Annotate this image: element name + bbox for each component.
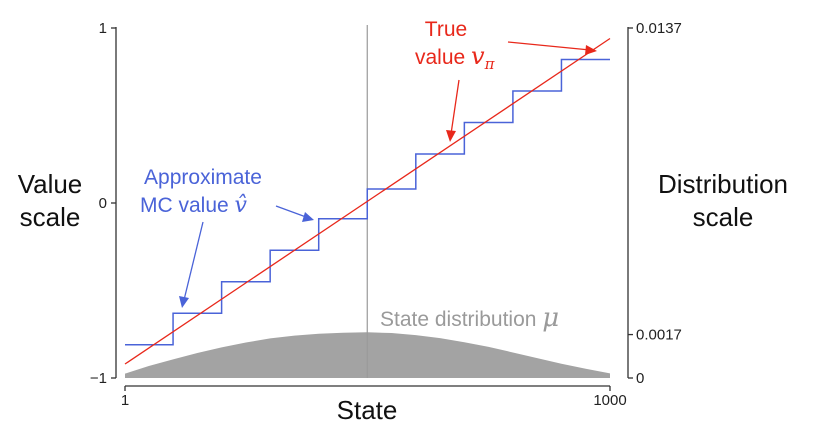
x-ticks: 1 1000	[121, 386, 627, 409]
left-y-ticks: 1 0 −1	[90, 20, 116, 387]
left-axis-title-line1: Value	[18, 169, 83, 199]
true-value-arrowhead-down	[446, 130, 456, 142]
approximate-mc-value-step-line	[125, 58, 610, 346]
left-tick-label: −1	[90, 370, 107, 387]
true-value-arrow-right	[507, 41, 591, 51]
x-axis-title: State	[337, 395, 398, 425]
approx-value-arrow-down	[183, 221, 204, 301]
true-value-line	[124, 37, 611, 365]
x-tick-label: 1000	[593, 392, 626, 409]
true-value-arrowhead-right	[585, 45, 597, 55]
approx-value-arrowhead-down	[179, 296, 189, 308]
left-tick-label: 1	[99, 20, 107, 37]
true-value-label-line2: value vπ	[415, 42, 496, 73]
approx-value-label-line2: MC value v̂	[140, 193, 248, 218]
right-axis-title-line1: Distribution	[658, 169, 788, 199]
true-value-annotation: True value vπ	[415, 18, 597, 142]
approx-value-label-line1: Approximate	[144, 166, 262, 189]
approx-value-arrow-right	[275, 205, 307, 218]
x-tick-label: 1	[121, 392, 129, 409]
approx-value-annotation: Approximate MC value v̂	[140, 166, 314, 308]
approx-value-arrowhead-right	[302, 212, 314, 222]
right-tick-label: 0.0137	[636, 20, 682, 37]
left-tick-label: 0	[99, 195, 107, 212]
right-tick-label: 0	[636, 370, 644, 387]
left-axis-title-line2: scale	[20, 202, 81, 232]
true-value-label-line1: True	[425, 18, 467, 41]
true-value-arrow-down	[450, 79, 460, 135]
right-y-ticks: 0.0137 0.0017 0	[628, 20, 682, 387]
right-tick-label: 0.0017	[636, 327, 682, 344]
state-distribution-label: State distribution μ	[380, 303, 559, 333]
right-axis-title-line2: scale	[693, 202, 754, 232]
